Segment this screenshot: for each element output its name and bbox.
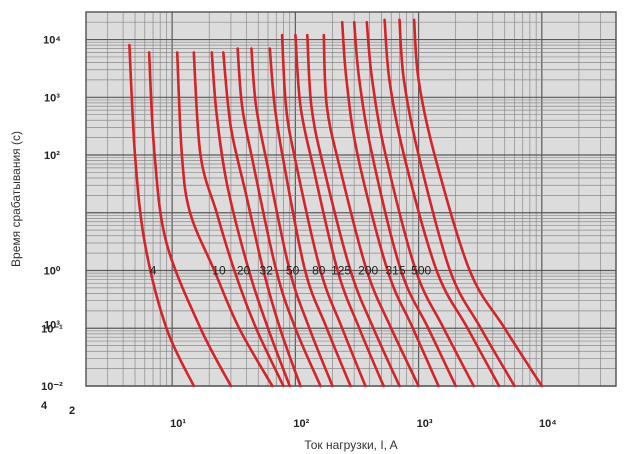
curve-63A <box>280 33 367 388</box>
plot-background <box>86 12 616 386</box>
x-tick-label: 10¹ <box>170 418 186 430</box>
y-tick-label: 10⁰ <box>44 266 61 278</box>
curve-160A <box>340 20 440 388</box>
curve-16A <box>192 51 285 388</box>
x-tick-label: 10⁴ <box>539 418 557 430</box>
curve-label-200: 200 <box>358 264 378 278</box>
curve-10A <box>175 51 274 388</box>
curve-4A <box>128 43 196 388</box>
curve-6A <box>147 51 233 388</box>
y-tick-label: 10⁻¹ <box>41 323 63 335</box>
curve-label-32: 32 <box>260 264 274 278</box>
x-tick-labels: 2 10¹ 10² 10³ 10⁴ <box>69 405 557 430</box>
curve-label-500: 500 <box>411 264 431 278</box>
curve-250A <box>365 20 475 388</box>
curve-40A <box>250 47 334 388</box>
y-tick-label: 10² <box>44 150 60 162</box>
curve-label-10: 10 <box>212 264 226 278</box>
y-tick-label: 10³ <box>44 320 60 332</box>
curve-label-80: 80 <box>312 264 326 278</box>
curve-400A <box>398 18 516 388</box>
curve-label-315: 315 <box>386 264 406 278</box>
curve-20A <box>210 51 291 388</box>
curve-100A <box>306 33 401 388</box>
x-tick-label: 10² <box>293 418 309 430</box>
curve-label-125: 125 <box>331 264 351 278</box>
curve-315A <box>383 18 501 388</box>
x-tick-label: 2 <box>69 405 75 417</box>
curve-labels: 4 10 20 32 50 80 125 200 315 500 <box>150 264 432 278</box>
corner-label: 4 <box>41 400 48 412</box>
y-axis-label: Время срабатывания (с) <box>9 131 23 267</box>
curve-25A <box>222 51 302 388</box>
curve-label-4: 4 <box>150 264 157 278</box>
y-tick-label: 10⁴ <box>43 35 61 47</box>
curve-500A <box>412 18 544 388</box>
x-axis-label: Ток нагрузки, I, A <box>304 438 397 452</box>
curve-125A <box>322 33 420 388</box>
y-tick-label: 10⁻² <box>41 381 63 393</box>
curve-200A <box>352 20 457 388</box>
curve-32A <box>236 47 322 388</box>
curve-label-20: 20 <box>237 264 251 278</box>
curves <box>128 18 544 388</box>
curve-label-50: 50 <box>286 264 300 278</box>
curve-80A <box>294 33 385 388</box>
x-tick-label: 10³ <box>417 418 433 430</box>
curve-50A <box>268 47 352 388</box>
y-tick-label: 10³ <box>44 92 60 104</box>
